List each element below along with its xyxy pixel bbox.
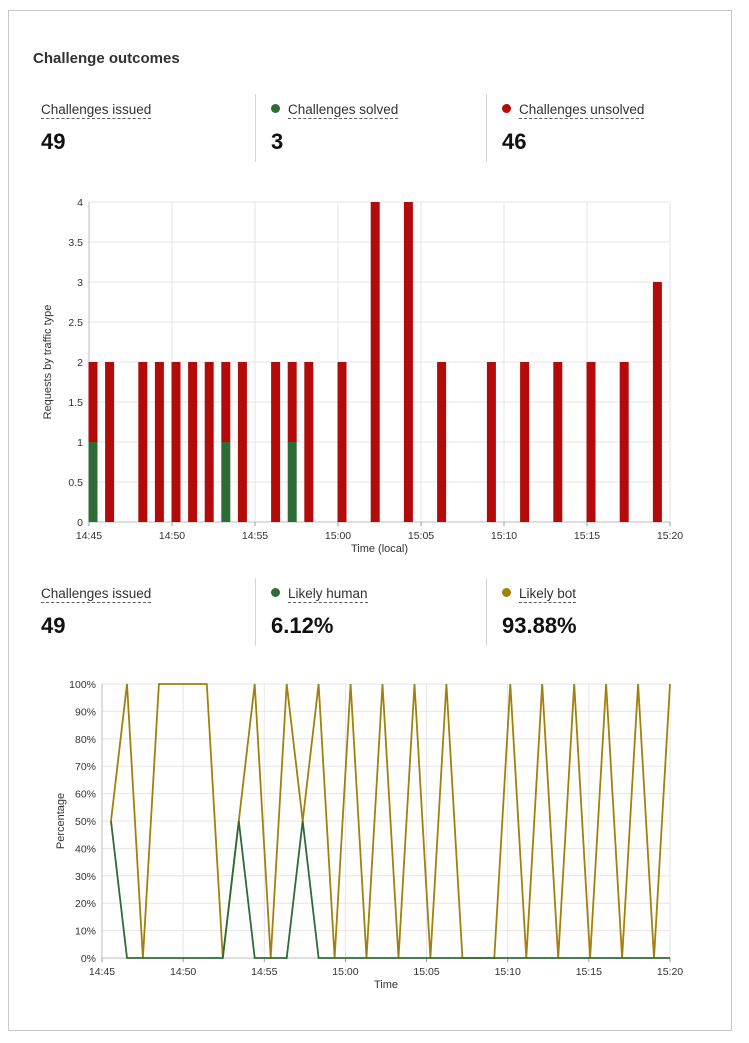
y-axis-label: Percentage — [55, 793, 67, 849]
stat-challenges-issued: Challenges issued 49 — [41, 101, 152, 155]
bar-challenges-unsolved — [619, 362, 629, 522]
bar-challenges-unsolved — [403, 202, 413, 522]
y-tick-label: 90% — [75, 706, 96, 718]
bar-challenges-unsolved — [553, 362, 563, 522]
x-tick-label: 14:45 — [89, 966, 115, 978]
bar-challenges-unsolved — [154, 362, 164, 522]
x-tick-label: 14:50 — [170, 966, 196, 978]
y-tick-label: 0.5 — [68, 477, 83, 489]
y-tick-label: 3.5 — [68, 237, 83, 249]
legend-dot-unsolved — [502, 104, 511, 113]
stat-likely-human: Likely human 6.12% — [271, 585, 368, 639]
bar-challenges-unsolved — [171, 362, 181, 522]
stat-label[interactable]: Challenges issued — [41, 102, 152, 119]
y-tick-label: 50% — [75, 816, 96, 828]
stat-challenges-solved: Challenges solved 3 — [271, 101, 399, 155]
bar-challenges-unsolved — [287, 362, 297, 442]
bar-challenges-unsolved — [237, 362, 247, 522]
y-tick-label: 80% — [75, 734, 96, 746]
bar-challenges-unsolved — [520, 362, 530, 522]
stat-label[interactable]: Likely bot — [519, 586, 577, 603]
bar-challenges-unsolved — [105, 362, 115, 522]
bar-challenges-unsolved — [337, 362, 347, 522]
stat-divider — [255, 94, 256, 162]
bar-challenges-unsolved — [486, 362, 496, 522]
y-tick-label: 30% — [75, 871, 96, 883]
legend-dot-bot — [502, 588, 511, 597]
y-tick-label: 3 — [77, 277, 83, 289]
x-tick-label: 15:05 — [413, 966, 439, 978]
x-tick-label: 15:20 — [657, 530, 683, 542]
bar-challenges-unsolved — [221, 362, 231, 442]
stat-challenges-unsolved: Challenges unsolved 46 — [502, 101, 645, 155]
y-tick-label: 1.5 — [68, 397, 83, 409]
bar-challenges-solved — [221, 442, 231, 522]
x-tick-label: 14:50 — [159, 530, 185, 542]
bar-challenges-unsolved — [271, 362, 281, 522]
series-line-likely-human — [110, 820, 670, 959]
bar-challenges-unsolved — [204, 362, 214, 522]
y-tick-label: 2.5 — [68, 317, 83, 329]
y-tick-label: 2 — [77, 357, 83, 369]
bar-challenges-unsolved — [88, 362, 98, 442]
stat-value: 49 — [41, 613, 66, 638]
x-tick-label: 15:15 — [574, 530, 600, 542]
y-tick-label: 40% — [75, 843, 96, 855]
series-line-likely-bot — [110, 683, 671, 959]
x-tick-label: 15:05 — [408, 530, 434, 542]
stat-challenges-issued-2: Challenges issued 49 — [41, 585, 152, 639]
x-axis-label: Time — [374, 979, 398, 991]
x-tick-label: 15:10 — [491, 530, 517, 542]
legend-dot-human — [271, 588, 280, 597]
y-tick-label: 4 — [77, 197, 83, 209]
x-tick-label: 15:20 — [657, 966, 683, 978]
panel-title: Challenge outcomes — [33, 50, 180, 67]
bar-challenges-unsolved — [652, 282, 662, 522]
stat-value: 49 — [41, 129, 66, 154]
y-axis-label: Requests by traffic type — [42, 305, 54, 420]
bar-challenges-unsolved — [138, 362, 148, 522]
stat-label[interactable]: Challenges unsolved — [519, 102, 645, 119]
stat-value: 93.88% — [502, 613, 577, 638]
bar-challenges-solved — [287, 442, 297, 522]
stat-label[interactable]: Challenges issued — [41, 586, 152, 603]
x-tick-label: 15:00 — [325, 530, 351, 542]
y-tick-label: 0% — [81, 953, 96, 965]
stat-value: 46 — [502, 129, 527, 154]
x-tick-label: 15:00 — [332, 966, 358, 978]
x-tick-label: 15:10 — [495, 966, 521, 978]
x-axis-label: Time (local) — [351, 543, 408, 555]
bar-challenges-unsolved — [370, 202, 380, 522]
x-tick-label: 14:55 — [242, 530, 268, 542]
legend-dot-solved — [271, 104, 280, 113]
stat-value: 6.12% — [271, 613, 334, 638]
y-tick-label: 1 — [77, 437, 83, 449]
stat-label[interactable]: Challenges solved — [288, 102, 399, 119]
x-tick-label: 14:45 — [76, 530, 102, 542]
stat-divider — [486, 578, 487, 646]
stat-divider — [486, 94, 487, 162]
y-tick-label: 100% — [69, 679, 96, 691]
challenge-outcomes-panel — [8, 10, 732, 1031]
bar-challenges-unsolved — [304, 362, 314, 522]
stat-likely-bot: Likely bot 93.88% — [502, 585, 577, 639]
y-tick-label: 20% — [75, 898, 96, 910]
y-tick-label: 0 — [77, 517, 83, 529]
bar-challenges-unsolved — [586, 362, 596, 522]
bar-challenges-solved — [88, 442, 98, 522]
y-tick-label: 10% — [75, 926, 96, 938]
x-tick-label: 15:15 — [576, 966, 602, 978]
bar-challenges-unsolved — [437, 362, 447, 522]
x-tick-label: 14:55 — [251, 966, 277, 978]
stat-label[interactable]: Likely human — [288, 586, 368, 603]
bar-challenges-unsolved — [188, 362, 198, 522]
stat-value: 3 — [271, 129, 284, 154]
y-tick-label: 60% — [75, 789, 96, 801]
y-tick-label: 70% — [75, 761, 96, 773]
stat-divider — [255, 578, 256, 646]
